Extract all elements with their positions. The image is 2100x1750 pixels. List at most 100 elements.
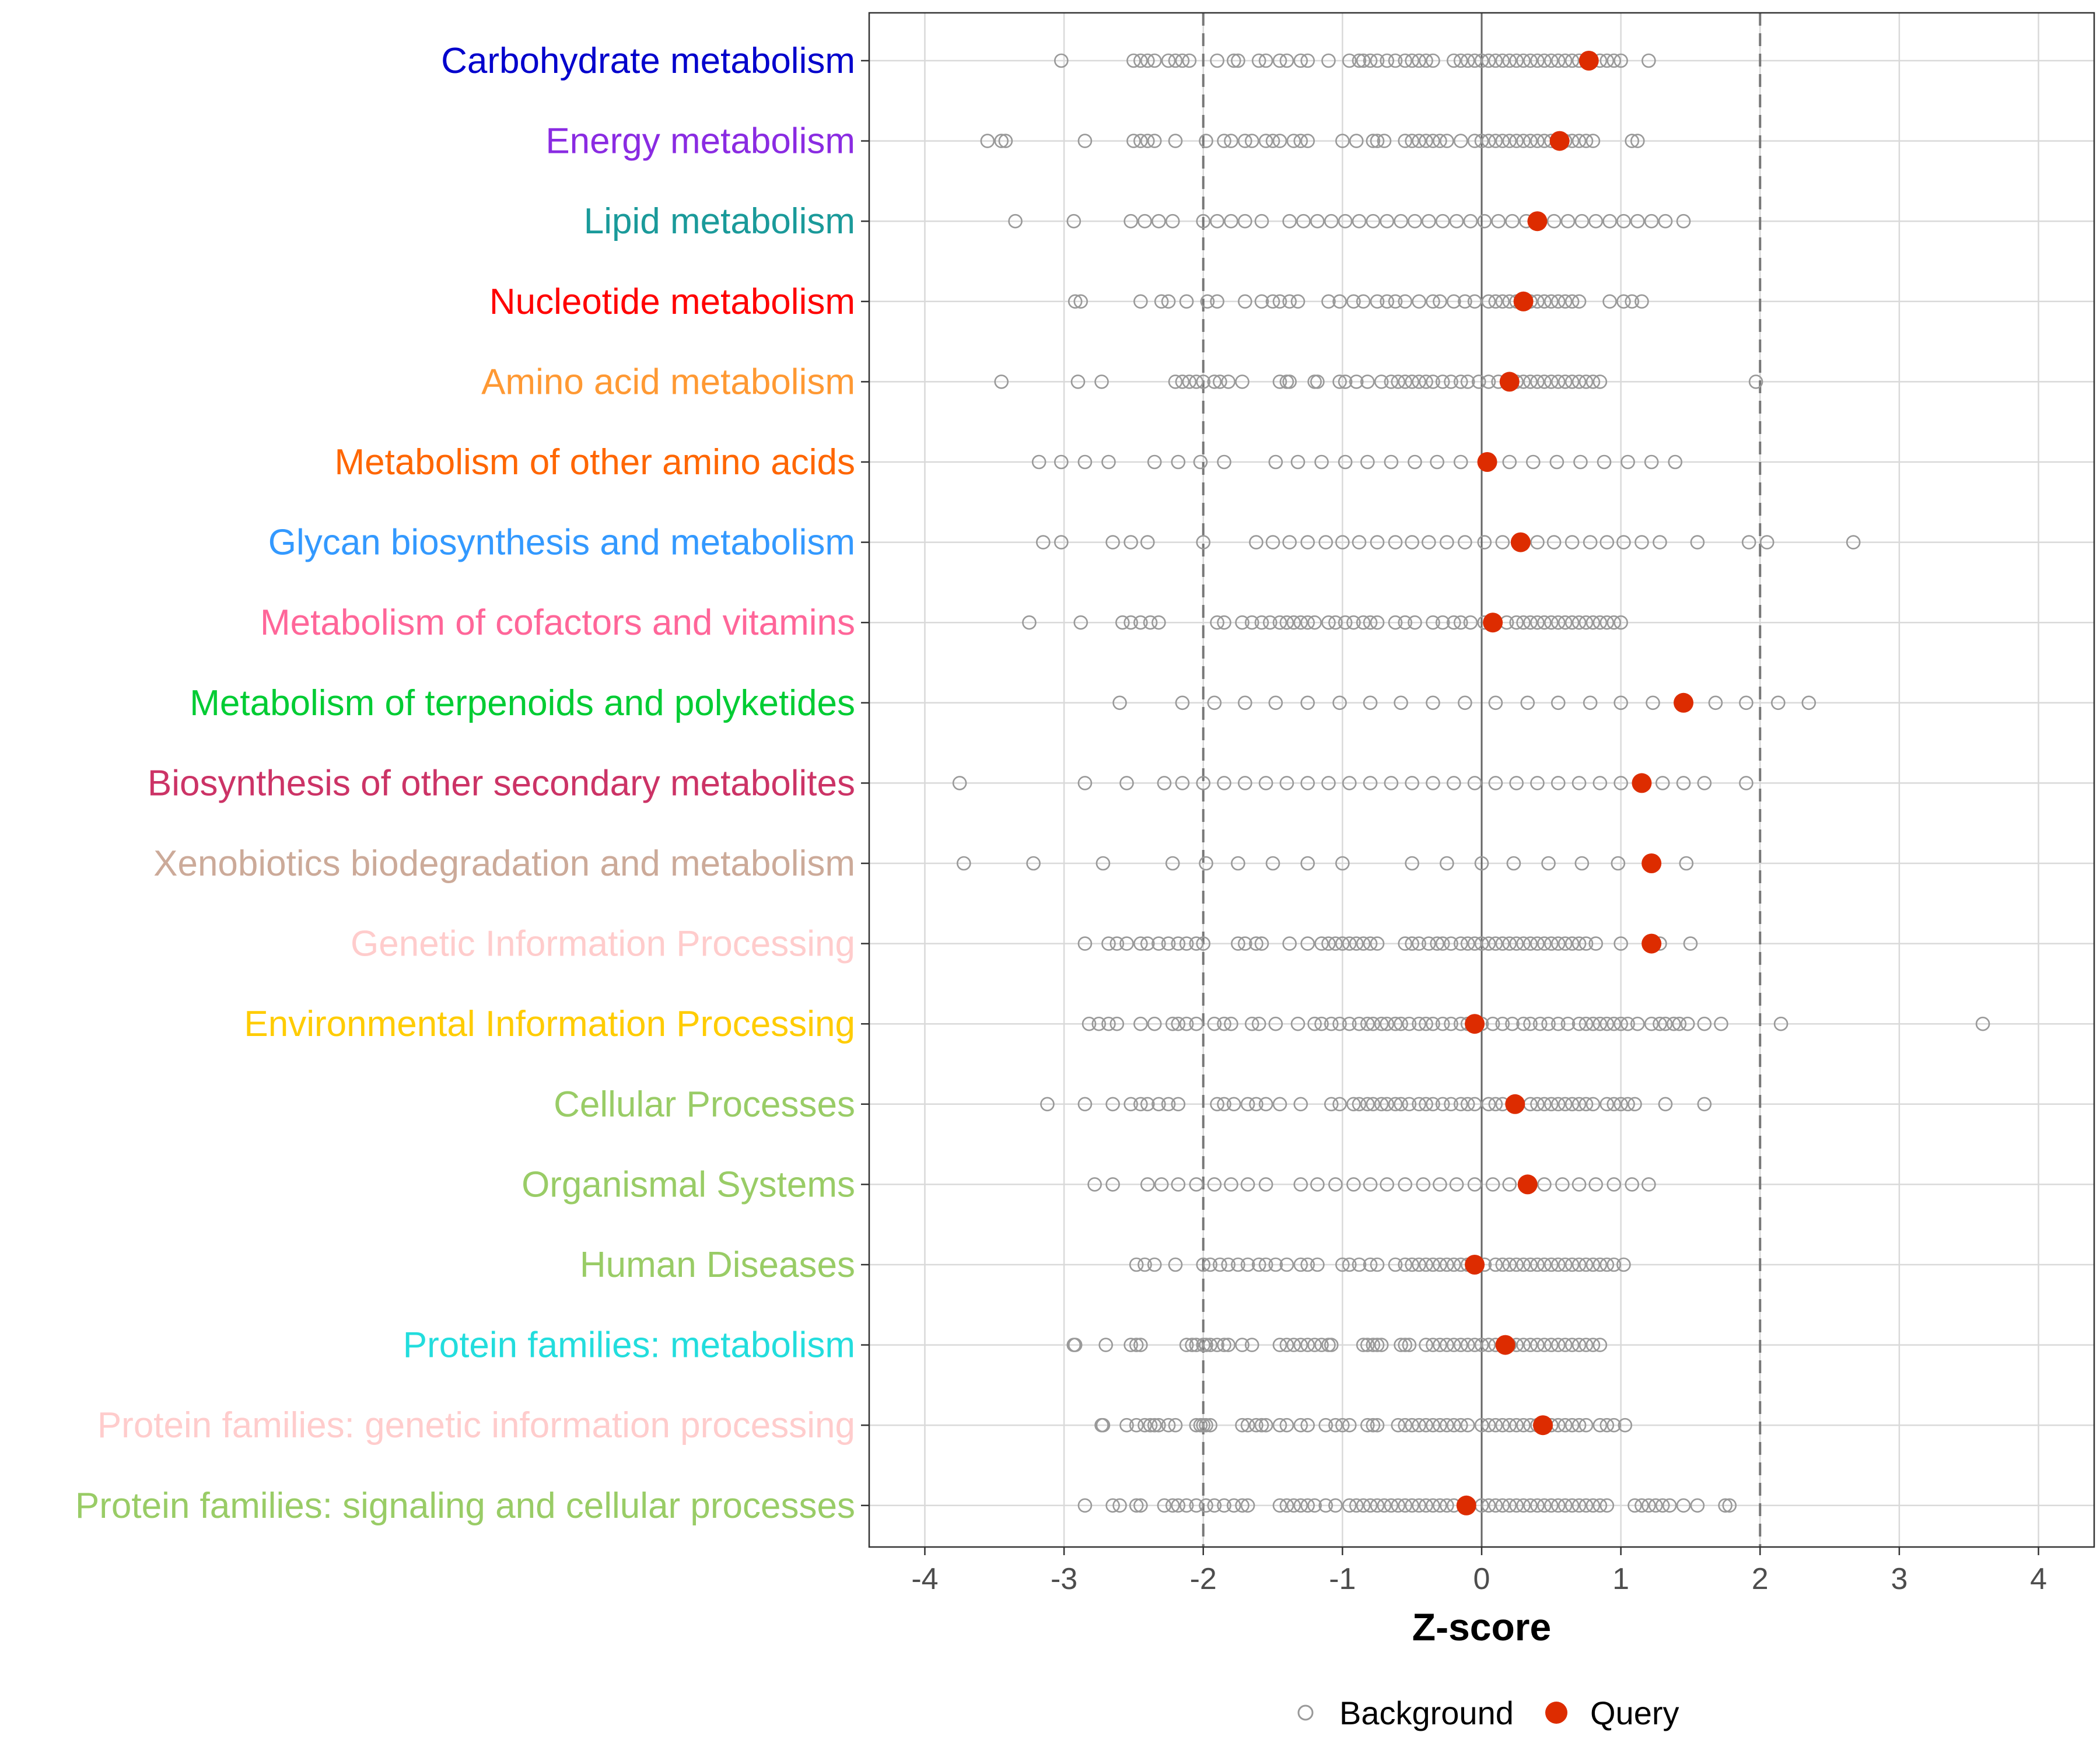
background-point: [1254, 615, 1269, 630]
background-point: [1600, 1257, 1615, 1272]
background-point: [1676, 1498, 1691, 1513]
background-point: [1140, 1177, 1155, 1192]
background-point: [994, 134, 1009, 148]
background-point: [1530, 53, 1545, 68]
background-point: [1530, 615, 1545, 630]
background-point: [1481, 1418, 1496, 1433]
background-point: [1189, 936, 1204, 951]
background-point: [1272, 294, 1287, 309]
background-point: [1672, 1016, 1687, 1031]
background-point: [1384, 454, 1399, 470]
background-point: [1268, 695, 1283, 710]
background-point: [1224, 1016, 1238, 1031]
background-point: [1240, 1177, 1255, 1192]
background-point: [1435, 214, 1450, 229]
background-point: [1516, 1418, 1531, 1433]
background-point: [1558, 294, 1573, 309]
background-point: [1226, 53, 1241, 68]
background-point: [1467, 294, 1482, 309]
background-point: [1488, 936, 1503, 951]
background-point: [1616, 535, 1631, 550]
background-point: [1366, 1418, 1381, 1433]
query-point: [1642, 853, 1662, 873]
background-point: [1444, 374, 1458, 389]
background-point: [1244, 134, 1259, 148]
background-point: [1502, 1418, 1517, 1433]
background-point: [1502, 1498, 1517, 1513]
background-point: [1300, 535, 1315, 550]
background-point: [1592, 1016, 1608, 1031]
background-point: [1460, 1338, 1475, 1352]
background-point: [1244, 1016, 1259, 1031]
background-point: [1388, 1097, 1403, 1112]
background-point: [1133, 1498, 1148, 1513]
category-label: Organismal Systems: [522, 1164, 855, 1205]
background-point: [1105, 1177, 1120, 1192]
background-point: [1408, 454, 1422, 470]
background-point: [1147, 134, 1162, 148]
background-point: [1154, 1177, 1169, 1192]
background-point: [1453, 454, 1468, 470]
background-point: [1655, 776, 1670, 790]
background-point: [1356, 1498, 1371, 1513]
background-point: [1077, 1498, 1093, 1513]
background-point: [1625, 294, 1640, 309]
category-label: Glycan biosynthesis and metabolism: [268, 523, 855, 563]
background-point: [1426, 1418, 1440, 1433]
background-point: [1346, 615, 1361, 630]
background-point: [1349, 374, 1364, 389]
background-point: [1082, 1016, 1097, 1031]
background-point: [1254, 936, 1269, 951]
background-point: [1550, 53, 1566, 68]
background-point: [1550, 294, 1566, 309]
background-point: [1426, 1016, 1440, 1031]
background-point: [1391, 374, 1406, 389]
background-point: [1402, 1016, 1417, 1031]
background-point: [1460, 936, 1475, 951]
background-point: [1520, 695, 1535, 710]
legend-query-label: Query: [1590, 1695, 1679, 1731]
background-point: [1363, 776, 1378, 790]
x-tick-label: 3: [1891, 1562, 1908, 1596]
background-point: [1574, 856, 1590, 871]
background-point: [1293, 1257, 1308, 1272]
background-point: [1523, 53, 1538, 68]
background-point: [1558, 615, 1573, 630]
background-point: [1606, 53, 1622, 68]
background-point: [1435, 936, 1450, 951]
background-point: [1614, 695, 1628, 710]
background-point: [1546, 535, 1562, 550]
background-point: [1739, 776, 1754, 790]
background-point: [1422, 535, 1436, 550]
background-point: [1446, 53, 1461, 68]
background-point: [1530, 535, 1545, 550]
background-point: [1419, 1498, 1433, 1513]
background-point: [1363, 936, 1378, 951]
background-point: [1105, 535, 1120, 550]
background-point: [1679, 856, 1694, 871]
background-point: [1592, 776, 1608, 790]
background-point: [1217, 1016, 1231, 1031]
background-point: [1338, 374, 1353, 389]
background-point: [1530, 776, 1545, 790]
category-label: Metabolism of other amino acids: [334, 442, 855, 482]
background-point: [1516, 1498, 1531, 1513]
background-point: [1101, 1016, 1116, 1031]
background-point: [1119, 1418, 1134, 1433]
background-point: [1628, 1097, 1642, 1112]
background-point: [1129, 1338, 1144, 1352]
background-point: [1332, 1097, 1347, 1112]
background-point: [1419, 1418, 1433, 1433]
background-point: [1606, 1177, 1622, 1192]
background-point: [1307, 1498, 1322, 1513]
background-point: [1035, 535, 1051, 550]
background-point: [1614, 1097, 1628, 1112]
background-point: [1642, 1498, 1656, 1513]
background-point: [1555, 1177, 1570, 1192]
background-point: [1346, 1177, 1361, 1192]
background-point: [1254, 294, 1269, 309]
background-point: [1398, 134, 1413, 148]
background-point: [1453, 1338, 1468, 1352]
background-point: [1662, 1498, 1677, 1513]
background-point: [1433, 1257, 1447, 1272]
